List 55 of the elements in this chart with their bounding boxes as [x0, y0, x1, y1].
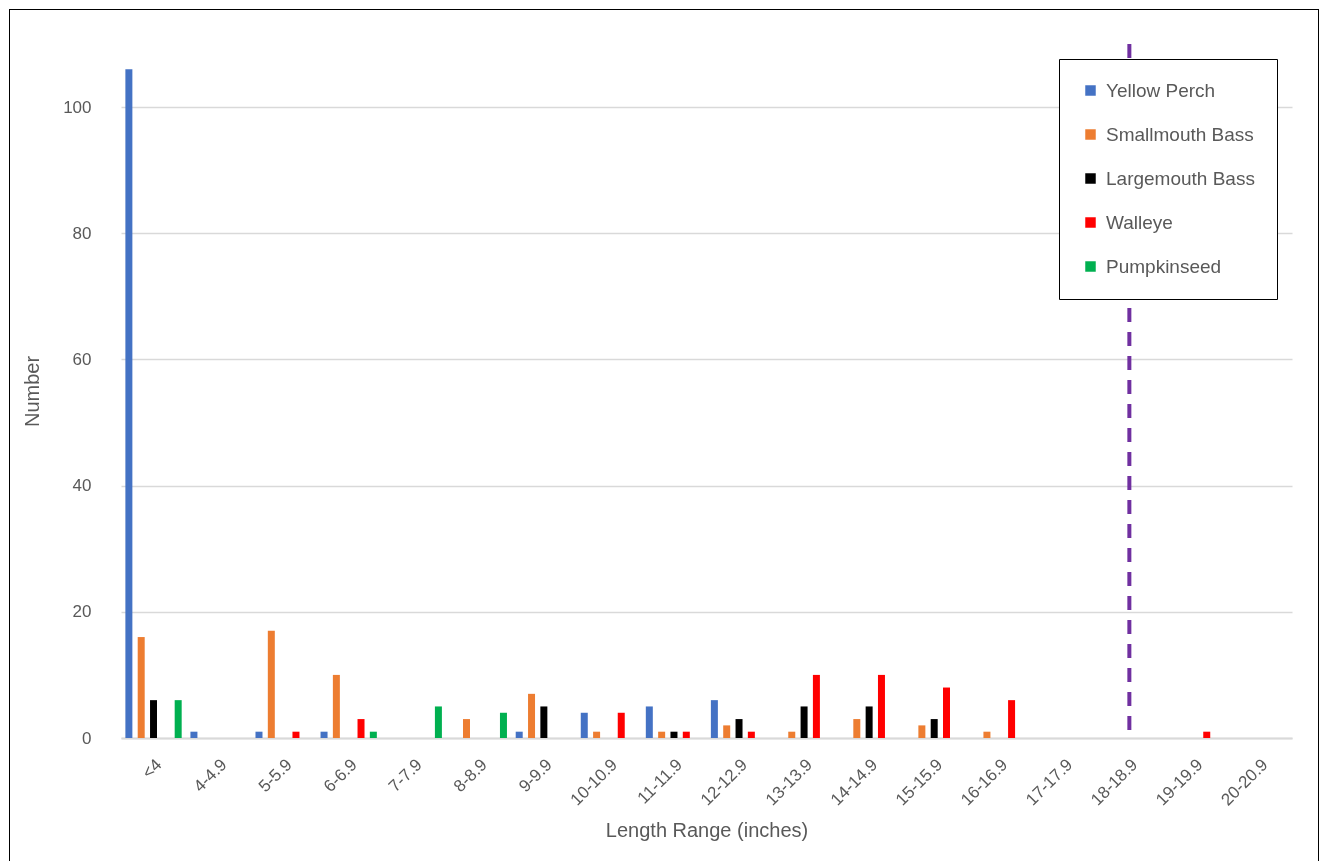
- bar: [710, 700, 718, 738]
- bar: [918, 725, 926, 738]
- bar: [267, 630, 275, 738]
- bar: [369, 731, 377, 738]
- y-tick-label: 0: [82, 728, 92, 748]
- bar: [877, 674, 885, 738]
- legend-label: Largemouth Bass: [1106, 167, 1255, 189]
- bar: [645, 706, 653, 738]
- y-tick-label: 60: [72, 349, 92, 369]
- bar: [292, 731, 300, 738]
- bar: [462, 719, 470, 738]
- bar: [515, 731, 523, 738]
- bar: [434, 706, 442, 738]
- bar: [682, 731, 690, 738]
- legend-label: Smallmouth Bass: [1106, 123, 1254, 145]
- y-tick-label: 20: [72, 602, 92, 622]
- bar: [943, 687, 951, 738]
- bar: [357, 719, 365, 738]
- bar: [670, 731, 678, 738]
- bar: [137, 637, 145, 738]
- bar: [747, 731, 755, 738]
- x-tick-label: <4: [138, 755, 166, 783]
- bar: [853, 719, 861, 738]
- bar: [499, 712, 507, 738]
- legend-label: Pumpkinseed: [1106, 255, 1222, 277]
- y-tick-label: 40: [72, 476, 92, 496]
- legend-label: Yellow Perch: [1106, 79, 1216, 101]
- x-axis-title: Length Range (inches): [605, 818, 809, 841]
- bar: [800, 706, 808, 738]
- bar: [150, 700, 158, 738]
- y-tick-label: 100: [63, 97, 92, 117]
- bar: [593, 731, 601, 738]
- bar: [930, 719, 938, 738]
- bar: [723, 725, 731, 738]
- bar: [1008, 700, 1016, 738]
- bar: [320, 731, 328, 738]
- legend-label: Walleye: [1106, 211, 1173, 233]
- y-tick-label: 80: [72, 223, 92, 243]
- bar: [1203, 731, 1211, 738]
- bar: [190, 731, 198, 738]
- bar: [812, 674, 820, 738]
- bar: [332, 674, 340, 738]
- bar: [788, 731, 796, 738]
- bar: [617, 712, 625, 738]
- bar: [125, 69, 133, 738]
- bar: [865, 706, 873, 738]
- bar: [174, 700, 182, 738]
- bar: [735, 719, 743, 738]
- bar: [580, 712, 588, 738]
- bar: [255, 731, 263, 738]
- bar: [983, 731, 991, 738]
- y-axis-title: Number: [21, 355, 44, 428]
- bar: [528, 693, 536, 738]
- bar: [540, 706, 548, 738]
- bar: [658, 731, 666, 738]
